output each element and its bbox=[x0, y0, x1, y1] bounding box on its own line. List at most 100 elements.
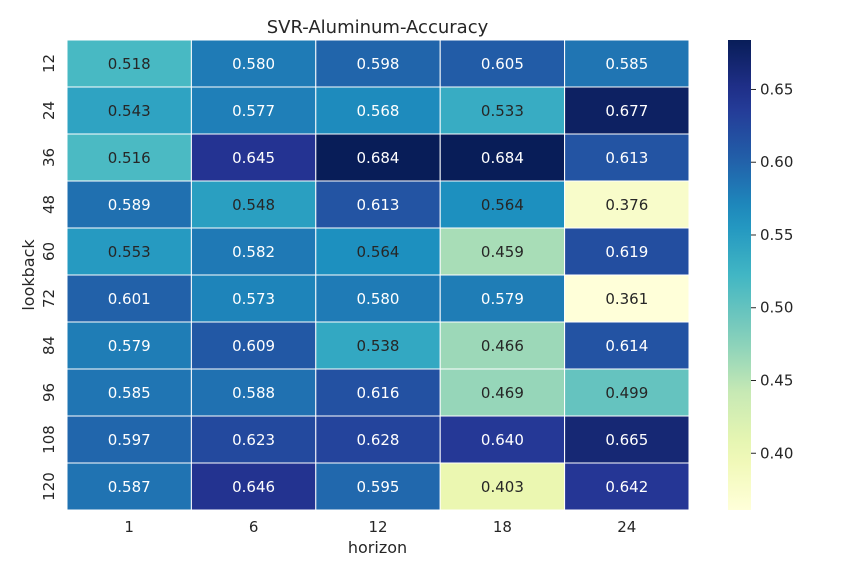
heatmap-cell bbox=[190, 415, 317, 464]
cell-value-label: 0.619 bbox=[605, 243, 648, 261]
cell-value-label: 0.628 bbox=[357, 431, 400, 449]
heatmap-cell bbox=[190, 462, 317, 511]
heatmap-cell bbox=[66, 180, 192, 229]
cell-value-label: 0.582 bbox=[232, 243, 275, 261]
colorbar-tick-label: 0.45 bbox=[760, 371, 793, 389]
x-tick-label: 1 bbox=[124, 518, 134, 536]
x-tick-label: 6 bbox=[249, 518, 259, 536]
cell-value-label: 0.640 bbox=[481, 431, 524, 449]
cell-value-label: 0.564 bbox=[481, 196, 524, 214]
cell-value-label: 0.459 bbox=[481, 243, 524, 261]
heatmap-cell bbox=[439, 415, 566, 464]
cell-value-label: 0.665 bbox=[605, 431, 648, 449]
y-tick-label: 84 bbox=[40, 336, 58, 355]
cell-value-label: 0.361 bbox=[605, 290, 648, 308]
cell-value-label: 0.580 bbox=[232, 55, 275, 73]
heatmap-cell bbox=[66, 227, 192, 276]
colorbar-tick-label: 0.65 bbox=[760, 80, 793, 98]
cell-value-label: 0.684 bbox=[481, 149, 524, 167]
cell-value-label: 0.609 bbox=[232, 337, 275, 355]
heatmap-cell bbox=[66, 462, 192, 511]
heatmap-cell bbox=[564, 274, 690, 323]
heatmap-cell bbox=[66, 321, 192, 370]
heatmap-cells: 0.518 0.580 0.598 0.605 0.585 0.543 0.577 0.568… bbox=[66, 39, 690, 511]
cell-value-label: 0.613 bbox=[357, 196, 400, 214]
colorbar bbox=[728, 40, 751, 510]
cell-value-label: 0.580 bbox=[357, 290, 400, 308]
cell-value-label: 0.646 bbox=[232, 478, 275, 496]
heatmap-cell bbox=[315, 227, 441, 276]
heatmap-cell bbox=[564, 227, 690, 276]
x-axis-ticks: 1 6 12 18 24 bbox=[124, 518, 636, 536]
cell-value-label: 0.598 bbox=[357, 55, 400, 73]
y-tick-label: 36 bbox=[40, 148, 58, 167]
heatmap-cell bbox=[190, 180, 317, 229]
heatmap-cell bbox=[315, 39, 441, 88]
cell-value-label: 0.466 bbox=[481, 337, 524, 355]
cell-value-label: 0.623 bbox=[232, 431, 275, 449]
colorbar-tick-label: 0.55 bbox=[760, 226, 793, 244]
y-tick-label: 108 bbox=[40, 425, 58, 454]
cell-value-label: 0.587 bbox=[108, 478, 151, 496]
y-tick-label: 24 bbox=[40, 101, 58, 120]
cell-value-label: 0.579 bbox=[108, 337, 151, 355]
cell-value-label: 0.605 bbox=[481, 55, 524, 73]
cell-value-label: 0.684 bbox=[357, 149, 400, 167]
y-axis-ticks: 12 24 36 48 60 72 84 96 108 120 bbox=[40, 54, 58, 501]
heatmap-cell bbox=[564, 462, 690, 511]
cell-value-label: 0.616 bbox=[357, 384, 400, 402]
heatmap-cell bbox=[190, 133, 317, 182]
cell-value-label: 0.499 bbox=[605, 384, 648, 402]
cell-value-label: 0.469 bbox=[481, 384, 524, 402]
heatmap-cell bbox=[315, 133, 441, 182]
heatmap-cell bbox=[564, 86, 690, 135]
heatmap-cell bbox=[564, 368, 690, 417]
heatmap-cell bbox=[564, 180, 690, 229]
y-tick-label: 60 bbox=[40, 242, 58, 261]
cell-value-label: 0.601 bbox=[108, 290, 151, 308]
cell-value-label: 0.573 bbox=[232, 290, 275, 308]
heatmap-cell bbox=[315, 86, 441, 135]
cell-value-label: 0.518 bbox=[108, 55, 151, 73]
cell-value-label: 0.403 bbox=[481, 478, 524, 496]
cell-value-label: 0.645 bbox=[232, 149, 275, 167]
y-tick-label: 96 bbox=[40, 383, 58, 402]
heatmap-cell bbox=[439, 180, 566, 229]
cell-value-label: 0.548 bbox=[232, 196, 275, 214]
colorbar-ticks: 0.40 0.45 0.50 0.55 0.60 0.65 bbox=[751, 80, 793, 462]
heatmap-cell bbox=[439, 227, 566, 276]
cell-value-label: 0.564 bbox=[357, 243, 400, 261]
heatmap-cell bbox=[439, 86, 566, 135]
y-axis-label: lookback bbox=[19, 239, 38, 311]
cell-value-label: 0.579 bbox=[481, 290, 524, 308]
heatmap-cell bbox=[315, 368, 441, 417]
cell-value-label: 0.568 bbox=[357, 102, 400, 120]
heatmap-cell bbox=[564, 133, 690, 182]
heatmap-cell bbox=[564, 321, 690, 370]
x-tick-label: 24 bbox=[617, 518, 636, 536]
cell-value-label: 0.613 bbox=[605, 149, 648, 167]
x-tick-label: 18 bbox=[493, 518, 512, 536]
heatmap-cell bbox=[315, 415, 441, 464]
cell-value-label: 0.533 bbox=[481, 102, 524, 120]
cell-value-label: 0.553 bbox=[108, 243, 151, 261]
y-tick-label: 120 bbox=[40, 472, 58, 501]
cell-value-label: 0.589 bbox=[108, 196, 151, 214]
heatmap-cell bbox=[439, 368, 566, 417]
cell-value-label: 0.642 bbox=[605, 478, 648, 496]
cell-value-label: 0.585 bbox=[605, 55, 648, 73]
cell-value-label: 0.538 bbox=[357, 337, 400, 355]
heatmap-cell bbox=[564, 415, 690, 464]
cell-value-label: 0.595 bbox=[357, 478, 400, 496]
heatmap-cell bbox=[66, 368, 192, 417]
x-tick-label: 12 bbox=[368, 518, 387, 536]
cell-value-label: 0.376 bbox=[605, 196, 648, 214]
cell-value-label: 0.543 bbox=[108, 102, 151, 120]
cell-value-label: 0.577 bbox=[232, 102, 275, 120]
cell-value-label: 0.588 bbox=[232, 384, 275, 402]
y-tick-label: 12 bbox=[40, 54, 58, 73]
heatmap-cell bbox=[66, 415, 192, 464]
cell-value-label: 0.614 bbox=[605, 337, 648, 355]
heatmap-cell bbox=[439, 133, 566, 182]
